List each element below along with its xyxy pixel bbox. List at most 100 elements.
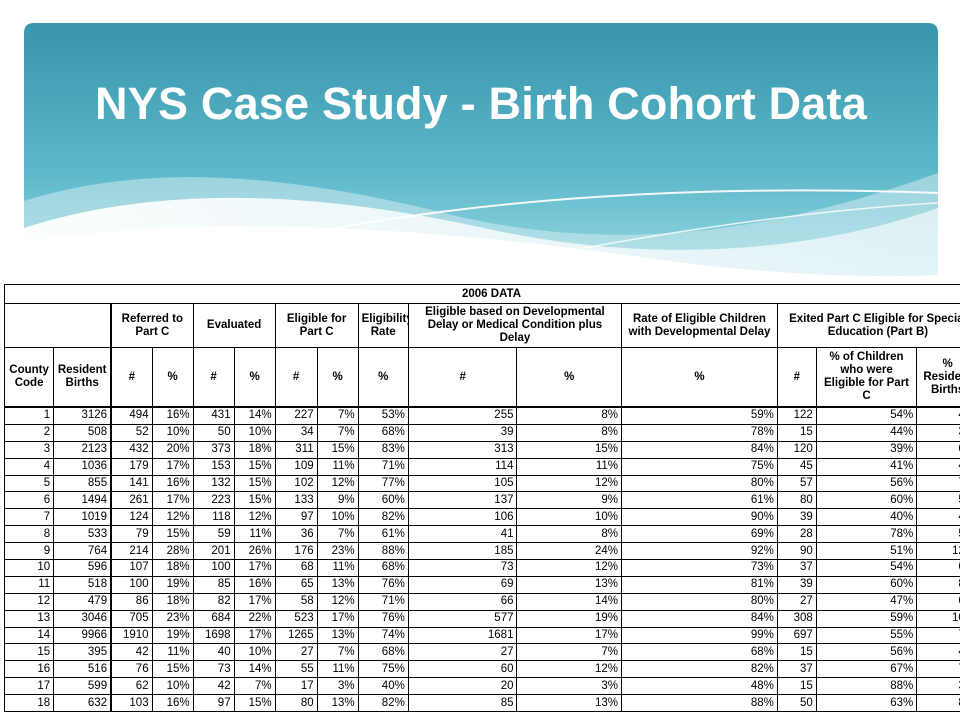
table-cell: 18% — [233, 440, 276, 459]
table-cell: 1910 — [110, 626, 153, 645]
table-cell: 432 — [110, 440, 153, 459]
table-cell: 11% — [151, 643, 194, 662]
table-cell: 17% — [233, 559, 276, 577]
table-cell: 596 — [53, 559, 113, 577]
table-cell: 6 — [4, 491, 55, 510]
table-cell: 82% — [621, 660, 778, 679]
table-cell: 107 — [110, 559, 153, 577]
table-cell: 41% — [815, 457, 918, 476]
table-cell: 65 — [274, 575, 318, 594]
table-cell: 103 — [110, 694, 153, 713]
table-cell: 12% — [316, 474, 359, 493]
table-cell: 17 — [4, 677, 55, 696]
table-cell: 88% — [357, 542, 409, 561]
table-cell: 9966 — [53, 626, 113, 645]
table-cell: 15 — [776, 677, 817, 696]
table-cell: 85 — [407, 694, 518, 713]
table-cell: 1019 — [53, 508, 113, 527]
table-cell: 11% — [316, 559, 359, 577]
group-header-exited: Exited Part C Eligible for Special Educa… — [776, 303, 960, 348]
table-cell: 10% — [233, 643, 276, 662]
table-cell: 855 — [53, 474, 113, 493]
table-cell: 83% — [357, 440, 409, 459]
table-cell: 223 — [192, 491, 235, 510]
table-cell: 17% — [151, 491, 194, 510]
table-cell: 14 — [4, 626, 55, 645]
table-cell: 60% — [815, 491, 918, 510]
table-cell: 99% — [621, 626, 778, 645]
table-cell: 8% — [916, 694, 960, 713]
table-cell: 23% — [316, 542, 359, 561]
table-cell: 15% — [233, 694, 276, 713]
table-cell: 17% — [151, 457, 194, 476]
table-cell: 684 — [192, 609, 235, 628]
table-cell: 97 — [274, 508, 318, 527]
table-cell: 59 — [192, 525, 235, 544]
table-cell: 12% — [151, 508, 194, 527]
table-cell: 40% — [815, 508, 918, 527]
table-cell: 39 — [407, 423, 518, 442]
table-cell: 431 — [192, 406, 235, 425]
group-header-eligibility-rate: Eligibility Rate — [357, 303, 409, 348]
table-cell: 69 — [407, 575, 518, 594]
table-cell: 76% — [357, 609, 409, 628]
table-cell: 68% — [357, 559, 409, 577]
blank-header-cell — [4, 303, 113, 348]
table-cell: 77% — [357, 474, 409, 493]
table-cell: 44% — [815, 423, 918, 442]
table-cell: 20% — [151, 440, 194, 459]
table-cell: 61% — [357, 525, 409, 544]
table-cell: 11% — [316, 660, 359, 679]
table-cell: 39 — [776, 508, 817, 527]
table-cell: 74% — [357, 626, 409, 645]
table-cell: 58 — [274, 592, 318, 611]
table-cell: 118 — [192, 508, 235, 527]
table-cell: 7 — [4, 508, 55, 527]
table-cell: 14% — [233, 406, 276, 425]
table-cell: 60 — [407, 660, 518, 679]
table-cell: 63% — [815, 694, 918, 713]
table-cell: 55 — [274, 660, 318, 679]
group-header-referred: Referred to Part C — [110, 303, 194, 348]
table-cell: 7% — [916, 626, 960, 645]
table-cell: 26% — [233, 542, 276, 561]
table-cell: 8% — [516, 423, 623, 442]
table-cell: 18% — [151, 592, 194, 611]
table-cell: 37 — [776, 559, 817, 577]
table-cell: 16% — [151, 694, 194, 713]
table-row: 4 1036 179 17% 153 15% 109 11% 71% 114 11% 75% 45 41%… — [4, 457, 960, 476]
table-cell: 1494 — [53, 491, 113, 510]
table-cell: 1265 — [274, 626, 318, 645]
table-cell: 261 — [110, 491, 153, 510]
table-cell: 6% — [916, 440, 960, 459]
title-banner — [24, 23, 938, 283]
table-cell: 15 — [776, 423, 817, 442]
table-cell: 16% — [151, 406, 194, 425]
table-cell: 59% — [621, 406, 778, 425]
table-cell: 52 — [110, 423, 153, 442]
table-cell: 23% — [151, 609, 194, 628]
table-cell: 48% — [621, 677, 778, 696]
table-cell: 3126 — [53, 406, 113, 425]
table-cell: 79 — [110, 525, 153, 544]
table-cell: 85 — [192, 575, 235, 594]
table-cell: 12% — [316, 592, 359, 611]
table-cell: 516 — [53, 660, 113, 679]
table-cell: 50 — [776, 694, 817, 713]
table-cell: 632 — [53, 694, 113, 713]
table-cell: 68% — [357, 423, 409, 442]
column-header: # — [776, 347, 817, 408]
table-cell: 82% — [357, 508, 409, 527]
column-header: % — [516, 347, 623, 408]
table-cell: 11 — [4, 575, 55, 594]
table-row: 9 764 214 28% 201 26% 176 23% 88% 185 24% 92% 90 51% 1… — [4, 542, 960, 561]
table-cell: 28% — [151, 542, 194, 561]
table-cell: 100 — [110, 575, 153, 594]
table-cell: 479 — [53, 592, 113, 611]
table-cell: 62 — [110, 677, 153, 696]
table-cell: 12% — [916, 542, 960, 561]
table-cell: 8% — [516, 525, 623, 544]
table-cell: 10 — [4, 559, 55, 577]
